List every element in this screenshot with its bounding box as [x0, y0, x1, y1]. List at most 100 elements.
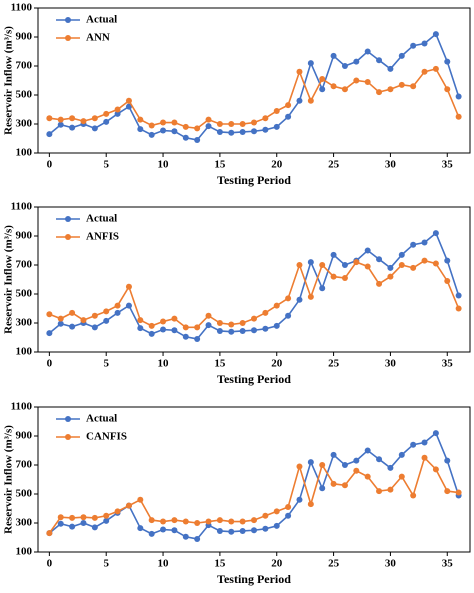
- point: [103, 118, 110, 125]
- y-tick-label: 700: [16, 259, 33, 271]
- point: [125, 502, 132, 509]
- y-axis-label: Reservoir Inflow (m³/s): [3, 26, 15, 135]
- point: [205, 312, 212, 319]
- point: [319, 285, 326, 292]
- point: [148, 517, 155, 524]
- point: [228, 321, 235, 328]
- point: [228, 528, 235, 535]
- point: [194, 136, 201, 143]
- point: [262, 126, 269, 133]
- point: [251, 327, 257, 334]
- legend-label: ANN: [86, 32, 110, 44]
- point: [341, 482, 348, 489]
- y-tick-label: 500: [16, 288, 33, 300]
- point: [228, 328, 235, 335]
- point: [376, 456, 383, 463]
- point: [262, 325, 269, 332]
- y-tick-label: 700: [16, 60, 33, 72]
- point: [57, 121, 64, 128]
- point: [285, 504, 292, 511]
- point: [432, 31, 439, 38]
- point: [251, 128, 257, 135]
- point: [455, 305, 462, 312]
- point: [160, 326, 167, 333]
- point: [455, 292, 462, 299]
- point: [114, 508, 121, 515]
- point: [182, 123, 189, 130]
- x-tick-label: 10: [158, 358, 170, 370]
- point: [262, 115, 269, 122]
- point: [376, 89, 383, 96]
- point: [273, 322, 280, 329]
- point: [251, 315, 257, 322]
- y-tick-label: 1100: [11, 201, 33, 213]
- legend-label: Actual: [86, 413, 117, 425]
- point: [125, 103, 132, 110]
- x-axis-label: Testing Period: [217, 372, 291, 386]
- point: [421, 454, 428, 461]
- point: [171, 327, 178, 334]
- point: [148, 122, 155, 129]
- point: [410, 264, 417, 271]
- point: [103, 512, 110, 519]
- point: [432, 65, 439, 72]
- x-tick-label: 20: [271, 558, 283, 570]
- point: [307, 97, 314, 104]
- point: [216, 527, 223, 534]
- y-tick-label: 900: [16, 430, 33, 442]
- point: [410, 441, 417, 448]
- point: [364, 247, 371, 254]
- point: [57, 315, 64, 322]
- point: [410, 83, 417, 90]
- point: [69, 514, 76, 521]
- point: [137, 116, 144, 123]
- point: [319, 86, 326, 93]
- point: [216, 327, 223, 334]
- point: [273, 107, 280, 114]
- point: [46, 115, 53, 122]
- point: [57, 116, 64, 123]
- point: [432, 260, 439, 267]
- y-tick-label: 100: [16, 346, 33, 358]
- point: [228, 518, 235, 525]
- point: [421, 257, 428, 264]
- x-tick-label: 5: [103, 159, 109, 171]
- point: [114, 106, 121, 113]
- point: [455, 93, 462, 100]
- point: [80, 118, 87, 125]
- y-tick-label: 500: [16, 89, 33, 101]
- point: [364, 48, 371, 55]
- point: [455, 113, 462, 120]
- point: [330, 451, 337, 458]
- point: [216, 320, 223, 326]
- point: [69, 115, 76, 122]
- series-line: [48, 231, 460, 340]
- point: [182, 324, 189, 331]
- x-tick-label: 0: [47, 358, 53, 370]
- point: [194, 125, 201, 132]
- x-tick-label: 25: [328, 558, 340, 570]
- point: [398, 451, 405, 458]
- point: [296, 68, 303, 75]
- point: [205, 123, 212, 130]
- point: [341, 63, 348, 69]
- panel: 100 300 500 700 900 1100 0 5 10 15 20 25 30 35 Testing…: [3, 201, 471, 386]
- y-axis-label: Reservoir Inflow (m³/s): [3, 225, 15, 334]
- point: [46, 330, 53, 337]
- point: [91, 312, 98, 319]
- point: [455, 489, 462, 496]
- point: [148, 530, 155, 537]
- point: [307, 259, 314, 266]
- legend-marker: [65, 17, 71, 23]
- point: [398, 251, 405, 258]
- y-tick-label: 900: [16, 230, 33, 242]
- y-tick-label: 500: [16, 488, 33, 500]
- legend-label: Actual: [86, 213, 117, 225]
- point: [228, 129, 235, 136]
- point: [398, 52, 405, 59]
- point: [376, 488, 383, 495]
- point: [125, 302, 132, 309]
- point: [285, 312, 292, 319]
- point: [103, 317, 110, 324]
- point: [330, 52, 337, 59]
